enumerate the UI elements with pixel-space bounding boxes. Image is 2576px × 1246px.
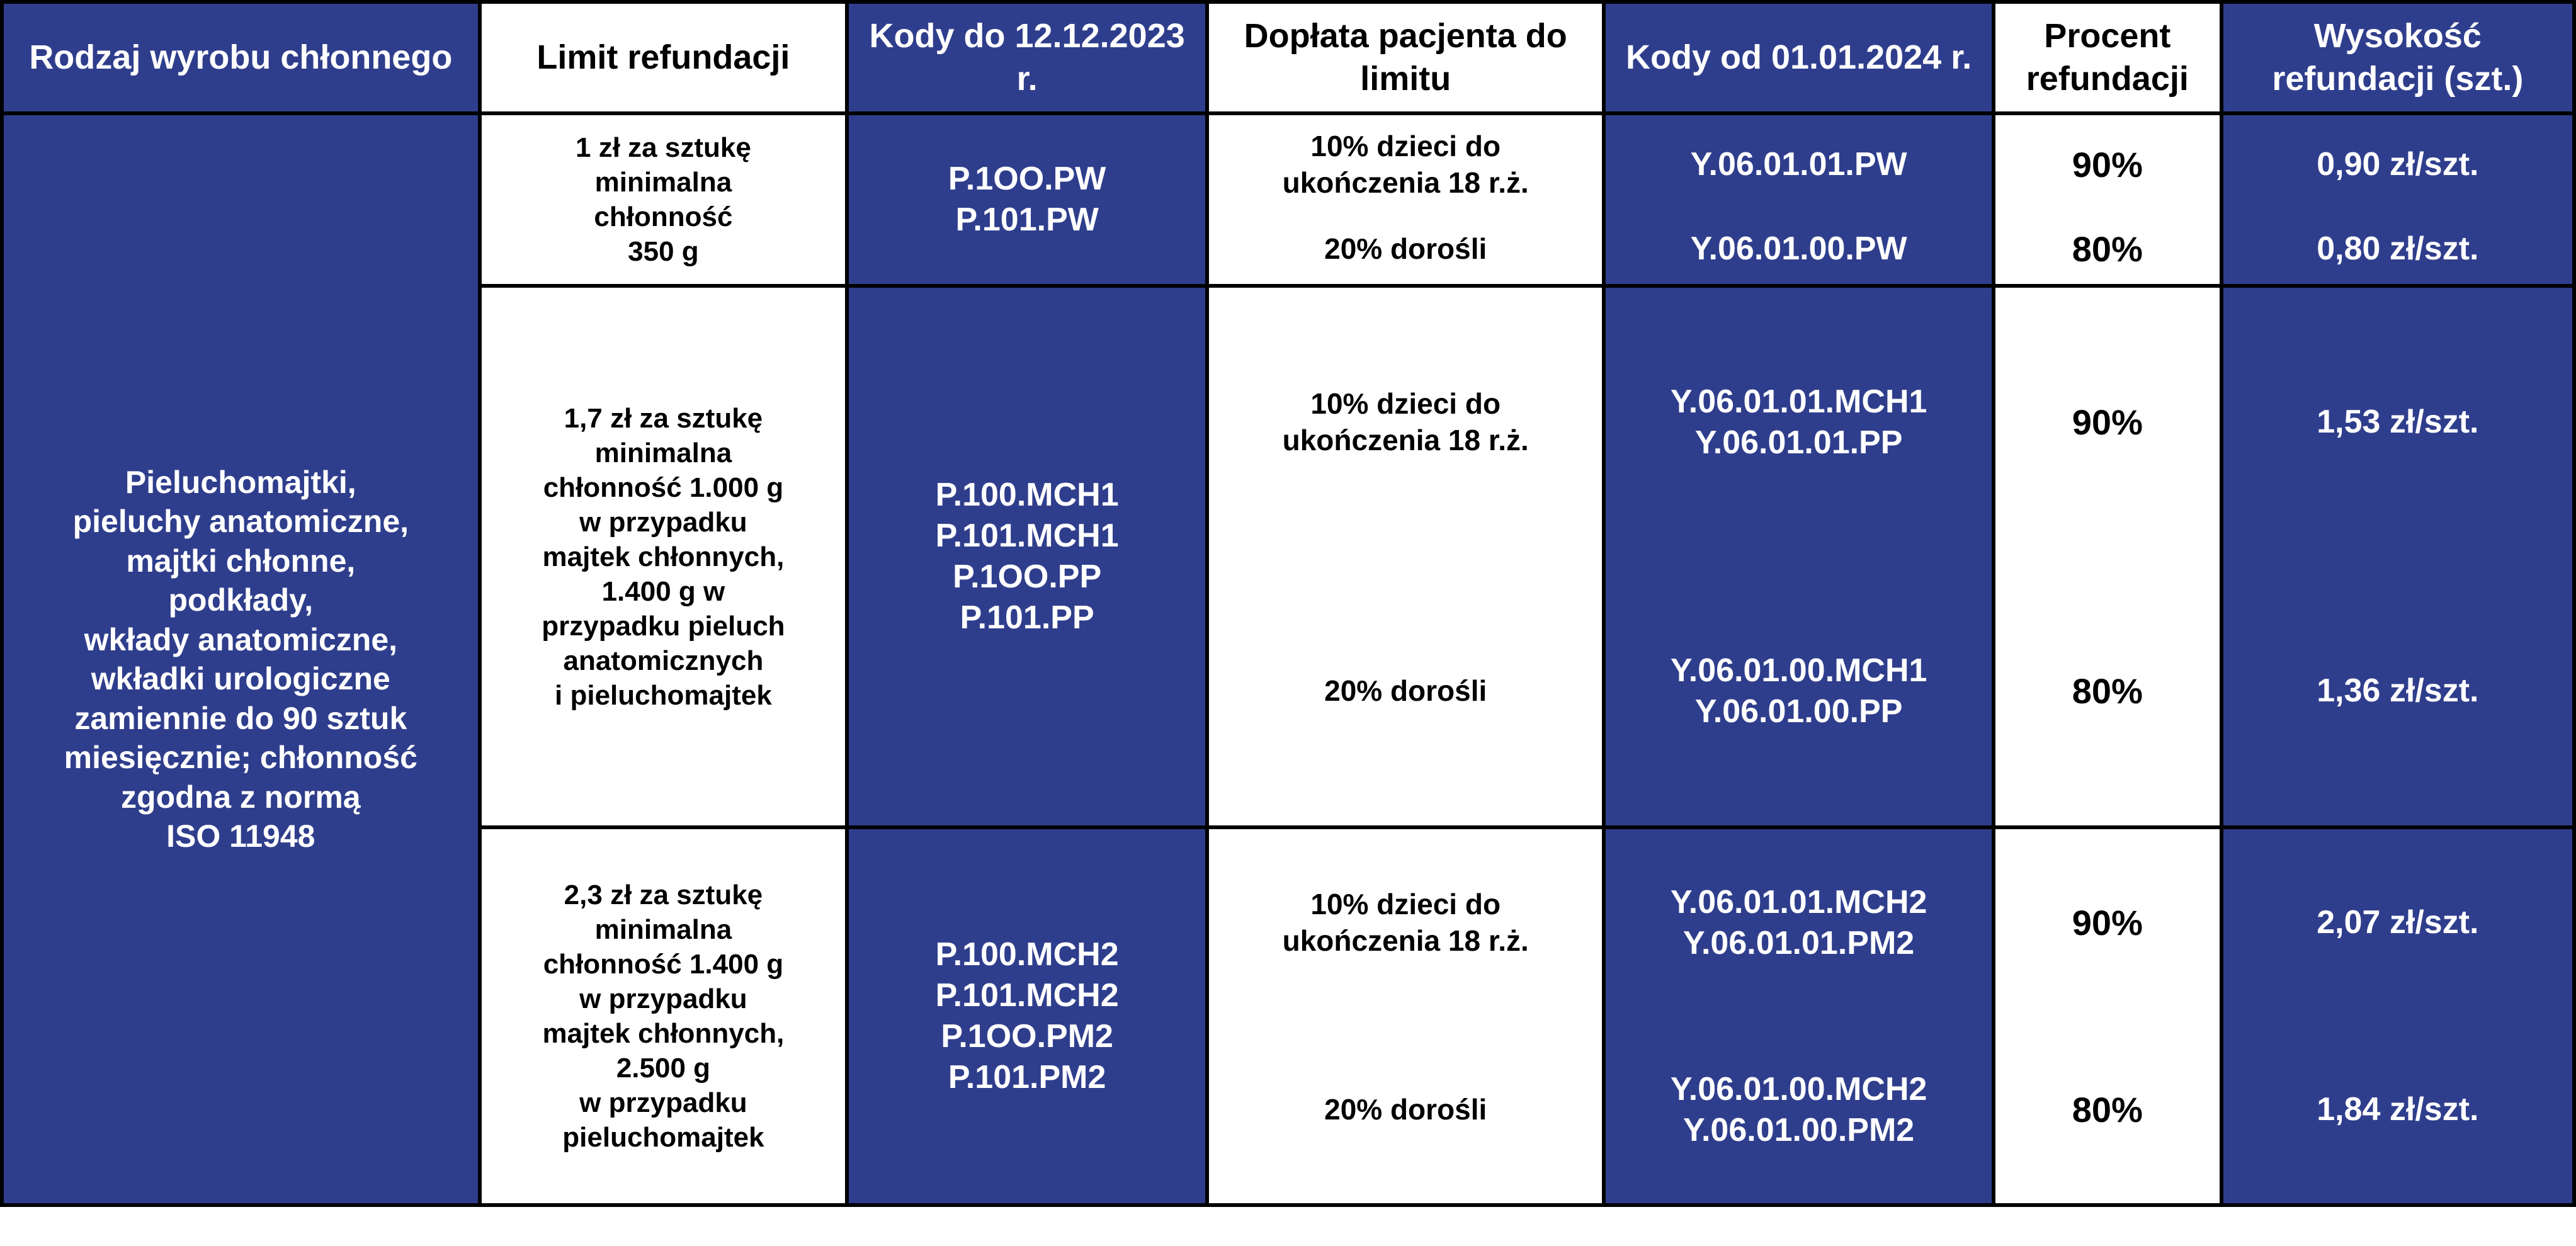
cell-percent: 80% (1994, 214, 2221, 286)
cell-amount: 2,07 zł/szt. (2221, 827, 2574, 1016)
cell-product: Pieluchomajtki,pieluchy anatomiczne,majt… (2, 113, 480, 1205)
th-amount: Wysokość refundacji (szt.) (2221, 2, 2574, 113)
cell-amount: 1,84 zł/szt. (2221, 1016, 2574, 1205)
header-row: Rodzaj wyrobu chłonnego Limit refundacji… (2, 2, 2574, 113)
th-percent: Procent refundacji (1994, 2, 2221, 113)
cell-new-codes: Y.06.01.01.MCH2Y.06.01.01.PM2 (1604, 827, 1994, 1016)
cell-amount: 0,90 zł/szt. (2221, 113, 2574, 214)
cell-copay: 20% dorośli (1207, 1016, 1604, 1205)
table-row: Pieluchomajtki,pieluchy anatomiczne,majt… (2, 113, 2574, 214)
cell-amount: 1,36 zł/szt. (2221, 557, 2574, 827)
cell-copay: 20% dorośli (1207, 214, 1604, 286)
cell-percent: 80% (1994, 557, 2221, 827)
cell-new-codes: Y.06.01.00.PW (1604, 214, 1994, 286)
th-limit: Limit refundacji (480, 2, 848, 113)
reimbursement-table: Rodzaj wyrobu chłonnego Limit refundacji… (0, 0, 2576, 1207)
th-product: Rodzaj wyrobu chłonnego (2, 2, 480, 113)
cell-percent: 90% (1994, 827, 2221, 1016)
th-copay: Dopłata pacjenta do limitu (1207, 2, 1604, 113)
cell-percent: 90% (1994, 113, 2221, 214)
cell-percent: 80% (1994, 1016, 2221, 1205)
cell-new-codes: Y.06.01.01.PW (1604, 113, 1994, 214)
cell-amount: 0,80 zł/szt. (2221, 214, 2574, 286)
cell-copay: 20% dorośli (1207, 557, 1604, 827)
cell-new-codes: Y.06.01.00.MCH1Y.06.01.00.PP (1604, 557, 1994, 827)
cell-copay: 10% dzieci doukończenia 18 r.ż. (1207, 827, 1604, 1016)
cell-new-codes: Y.06.01.00.MCH2Y.06.01.00.PM2 (1604, 1016, 1994, 1205)
cell-new-codes: Y.06.01.01.MCH1Y.06.01.01.PP (1604, 286, 1994, 557)
cell-old-codes: P.1OO.PWP.101.PW (847, 113, 1207, 286)
cell-amount: 1,53 zł/szt. (2221, 286, 2574, 557)
cell-limit: 1 zł za sztukęminimalnachłonność350 g (480, 113, 848, 286)
cell-copay: 10% dzieci doukończenia 18 r.ż. (1207, 113, 1604, 214)
cell-limit: 1,7 zł za sztukęminimalnachłonność 1.000… (480, 286, 848, 827)
cell-copay: 10% dzieci doukończenia 18 r.ż. (1207, 286, 1604, 557)
cell-limit: 2,3 zł za sztukęminimalnachłonność 1.400… (480, 827, 848, 1205)
cell-old-codes: P.100.MCH1P.101.MCH1P.1OO.PPP.101.PP (847, 286, 1207, 827)
cell-percent: 90% (1994, 286, 2221, 557)
th-old-codes: Kody do 12.12.2023 r. (847, 2, 1207, 113)
cell-old-codes: P.100.MCH2P.101.MCH2P.1OO.PM2P.101.PM2 (847, 827, 1207, 1205)
th-new-codes: Kody od 01.01.2024 r. (1604, 2, 1994, 113)
